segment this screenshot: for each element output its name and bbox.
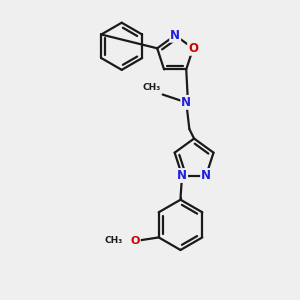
Text: N: N	[181, 96, 191, 109]
Text: O: O	[130, 236, 140, 246]
Text: O: O	[188, 42, 198, 55]
Text: CH₃: CH₃	[143, 83, 161, 92]
Text: N: N	[201, 169, 211, 182]
Text: N: N	[177, 169, 187, 182]
Text: CH₃: CH₃	[104, 236, 123, 245]
Text: N: N	[170, 29, 180, 42]
